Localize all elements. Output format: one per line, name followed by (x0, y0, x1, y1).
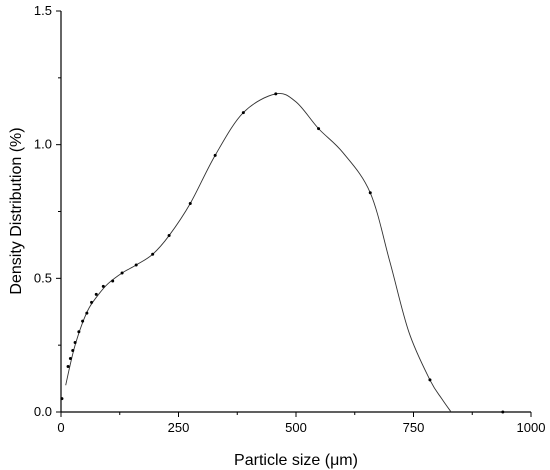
y-axis-title: Density Distribution (%) (8, 127, 25, 294)
x-axis-ticks: 0 250 500 750 1000 (57, 412, 545, 435)
data-point (85, 311, 89, 315)
data-point (241, 111, 245, 115)
data-point (73, 340, 77, 344)
data-point (274, 92, 278, 96)
data-point (167, 234, 171, 238)
distribution-curve (65, 93, 452, 413)
data-points (60, 92, 505, 414)
data-point (428, 378, 432, 382)
data-point (368, 191, 372, 195)
x-tick-label: 1000 (517, 420, 546, 435)
y-tick-label: 1.0 (34, 137, 52, 152)
data-point (134, 263, 138, 267)
data-point (213, 153, 217, 157)
data-point (81, 319, 85, 323)
x-tick-label: 0 (57, 420, 64, 435)
x-tick-label: 250 (168, 420, 190, 435)
data-point (77, 330, 81, 334)
x-tick-label: 500 (285, 420, 307, 435)
y-tick-label: 0.5 (34, 270, 52, 285)
data-point (188, 201, 192, 205)
data-point (71, 349, 75, 353)
data-point (60, 397, 64, 401)
y-axis-ticks: 0.0 0.5 1.0 1.5 (34, 3, 61, 419)
x-tick-label: 750 (403, 420, 425, 435)
data-point (94, 292, 98, 296)
data-point (90, 300, 94, 304)
data-point (501, 410, 505, 414)
data-point (101, 284, 105, 288)
data-point (66, 365, 70, 369)
y-tick-label: 1.5 (34, 3, 52, 18)
x-axis-title: Particle size (μm) (234, 452, 358, 469)
data-point (151, 252, 155, 256)
y-tick-label: 0.0 (34, 404, 52, 419)
data-point (120, 271, 124, 275)
data-point (68, 357, 72, 361)
data-point (317, 127, 321, 131)
data-point (111, 279, 115, 283)
